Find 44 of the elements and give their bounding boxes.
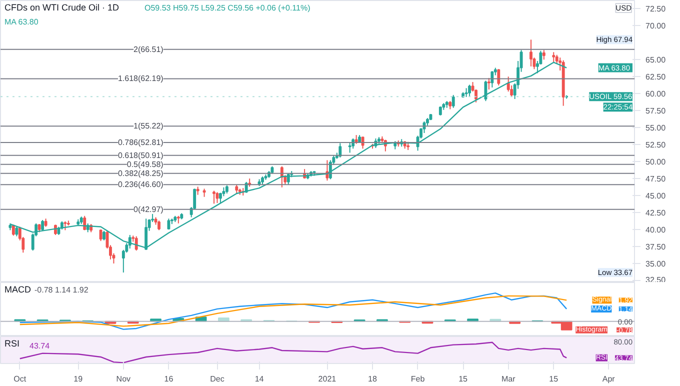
y-tick-label: 70.00 — [646, 22, 666, 31]
chart-title: MACD — [4, 284, 32, 294]
ref-line-label: 0(42.97) — [134, 204, 164, 214]
chart-title: CFDs on WTI Crude Oil · 1D — [4, 2, 120, 12]
x-tick-label: 15 — [549, 374, 559, 384]
y-tick-label: 62.50 — [646, 72, 666, 82]
y-tick-label: 52.50 — [646, 140, 666, 150]
x-tick-label: 16 — [164, 374, 174, 384]
y-tick-label: 65.00 — [646, 56, 666, 65]
y-tick-label: 45.00 — [646, 192, 666, 201]
annotation: 43.74 — [30, 342, 50, 350]
y-tick-label: 35.00 — [646, 259, 666, 268]
y-tick-label: 50.00 — [646, 158, 666, 167]
x-tick-label: 15 — [458, 374, 468, 384]
x-tick-label: 19 — [74, 374, 84, 384]
x-tick-label: 14 — [254, 374, 264, 384]
y-tick-label: 47.50 — [646, 174, 666, 184]
ref-line-label: 1.618(62.19) — [118, 74, 164, 84]
x-tick-label: Dec — [210, 374, 224, 384]
ref-line-label: 0.5(49.58) — [126, 160, 164, 169]
y-tick-label: 57.50 — [646, 106, 666, 116]
ref-line-label: 0.786(52.81) — [118, 138, 164, 147]
y-tick-label: 40.00 — [646, 226, 666, 234]
annotation: MA 63.80 — [4, 18, 39, 26]
ref-line-label: 0.236(46.60) — [118, 180, 164, 190]
x-tick-label: 18 — [368, 374, 378, 384]
y-tick-label: 42.50 — [646, 208, 666, 218]
y-tick-label: 72.50 — [646, 4, 666, 14]
ref-line-label: 0.382(48.25) — [118, 168, 164, 178]
x-tick-label: Mar — [501, 374, 516, 384]
ref-line-label: 1(55.22) — [134, 122, 164, 131]
x-tick-label: Nov — [116, 374, 131, 384]
x-tick-label: 2021 — [318, 374, 337, 384]
chart-subtitle: O59.53 H59.75 L59.25 C59.56 +0.06 (+0.11%) — [144, 4, 311, 12]
x-tick-label: Oct — [14, 374, 27, 384]
x-tick-label: Apr — [602, 374, 616, 384]
chart-title: RSI — [4, 338, 20, 348]
x-tick-label: Feb — [410, 374, 426, 384]
y-tick-label: 60.00 — [646, 90, 666, 99]
y-tick-label: 55.00 — [646, 124, 666, 133]
ref-line-label: 0.618(50.91) — [118, 150, 164, 160]
ref-line-label: 2(66.51) — [134, 44, 164, 54]
y-tick-label: 37.50 — [646, 242, 666, 252]
annotation: -0.78 1.14 1.92 — [34, 286, 89, 294]
